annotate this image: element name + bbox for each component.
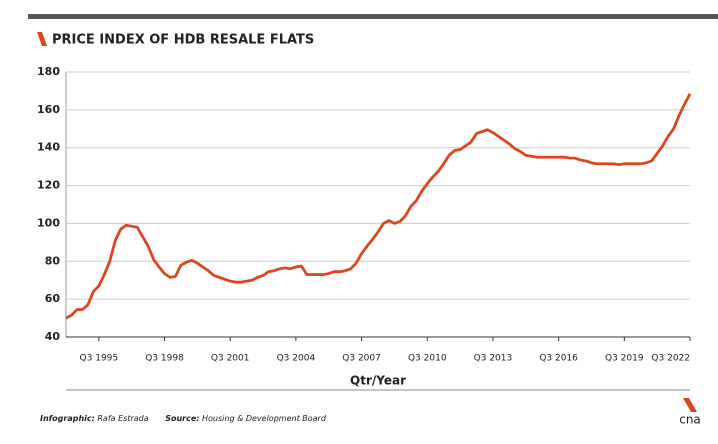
y-tick-label: 60: [45, 292, 61, 305]
data-line: [65, 93, 692, 320]
x-tick-label: Q3 2007: [342, 354, 381, 364]
x-tick-label: Q3 2001: [211, 354, 250, 364]
x-tick-label: Q3 2016: [539, 354, 578, 364]
footer-text: Infographic: Rafa Estrada Source: Housin…: [40, 414, 327, 423]
source: Housing & Development Board: [202, 414, 327, 423]
credit: Rafa Estrada: [97, 414, 148, 423]
logo: cna: [679, 413, 701, 427]
x-tick-label: Q3 2004: [277, 354, 316, 364]
top-bar: [28, 14, 718, 19]
x-tick-label: Q3 1995: [80, 354, 119, 364]
chart-title: PRICE INDEX OF HDB RESALE FLATS: [52, 33, 314, 48]
x-tick-label: Q3 2013: [474, 354, 513, 364]
y-tick-label: 120: [37, 179, 60, 192]
y-tick-label: 80: [45, 254, 61, 267]
x-tick-label: Q3 2010: [408, 354, 447, 364]
source-label: Source:: [165, 414, 199, 423]
y-tick-label: 180: [37, 65, 60, 78]
x-axis-title: Qtr/Year: [350, 374, 406, 388]
y-tick-label: 100: [37, 216, 60, 229]
credit-label: Infographic:: [40, 414, 95, 423]
logo-mark: [683, 398, 697, 412]
y-tick-label: 160: [37, 103, 60, 116]
y-tick-label: 140: [37, 141, 60, 154]
title-icon: [37, 32, 47, 46]
x-tick-label: Q3 1998: [145, 354, 184, 364]
y-tick-label: 40: [45, 330, 61, 343]
x-tick-label: Q3 2022: [651, 354, 690, 364]
x-tick-label: Q3 2019: [605, 354, 644, 364]
